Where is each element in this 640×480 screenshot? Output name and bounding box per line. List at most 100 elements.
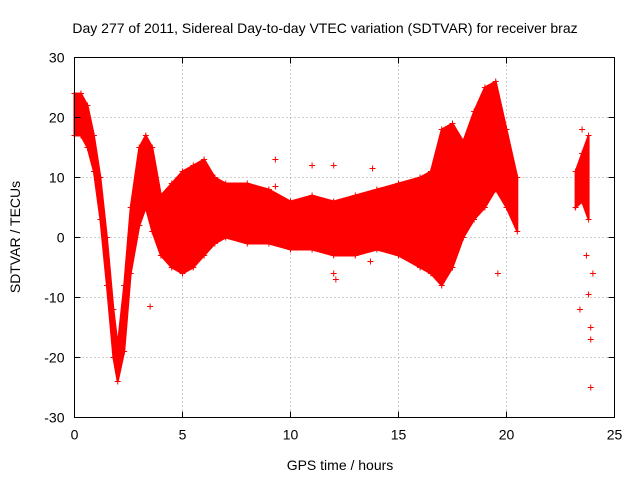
lower-envelope-point	[211, 240, 218, 247]
upper-envelope-point	[110, 306, 117, 313]
lower-envelope-point	[503, 204, 510, 211]
upper-envelope-point	[179, 168, 186, 175]
outlier-point	[587, 384, 594, 391]
upper-envelope-point	[136, 144, 143, 151]
upper-envelope-point	[309, 192, 316, 199]
lower-envelope-point	[579, 198, 586, 205]
lower-envelope-point	[492, 186, 499, 193]
upper-envelope-point	[265, 186, 272, 193]
upper-envelope-point	[417, 174, 424, 181]
lower-envelope-point	[190, 264, 197, 271]
y-tick-label: 0	[57, 230, 65, 246]
x-tick-label: 15	[391, 427, 407, 443]
lower-envelope-point	[309, 246, 316, 253]
upper-envelope-point	[481, 84, 488, 91]
outlier-point	[367, 258, 374, 265]
x-tick-label: 5	[179, 427, 187, 443]
upper-envelope-point	[114, 342, 121, 349]
upper-envelope-point	[168, 180, 175, 187]
y-axis-label: SDTVAR / TECUs	[7, 181, 23, 293]
lower-envelope-point	[373, 246, 380, 253]
upper-envelope-point	[471, 108, 478, 115]
lower-envelope-point	[395, 252, 402, 259]
lower-envelope-point	[352, 252, 359, 259]
upper-envelope-point	[127, 204, 134, 211]
upper-envelope-point	[330, 198, 337, 205]
upper-envelope-point	[190, 162, 197, 169]
y-tick-label: 20	[49, 110, 65, 126]
data-points	[71, 78, 596, 391]
upper-envelope-point	[427, 168, 434, 175]
lower-envelope-point	[427, 270, 434, 277]
lower-envelope-point	[157, 252, 164, 259]
outlier-point	[583, 252, 590, 259]
lower-envelope-point	[142, 204, 149, 211]
lower-envelope-point	[417, 264, 424, 271]
upper-envelope-point	[84, 102, 91, 109]
lower-envelope-point	[572, 204, 579, 211]
outlier-point	[330, 162, 337, 169]
upper-envelope-point	[201, 156, 208, 163]
lower-envelope-point	[127, 270, 134, 277]
lower-envelope-point	[110, 354, 117, 361]
outlier-point	[330, 270, 337, 277]
lower-envelope-point	[136, 222, 143, 229]
outlier-point	[579, 126, 586, 133]
lower-envelope-point	[168, 264, 175, 271]
lower-envelope-point	[222, 234, 229, 241]
outlier-point	[309, 162, 316, 169]
x-tick-label: 25	[607, 427, 623, 443]
lower-envelope-point	[90, 168, 97, 175]
upper-envelope-point	[373, 186, 380, 193]
lower-envelope-point	[438, 282, 445, 289]
lower-envelope-point	[449, 264, 456, 271]
upper-envelope-point	[287, 198, 294, 205]
outlier-point	[494, 270, 501, 277]
sdtvar-band-2	[574, 135, 590, 220]
x-tick-label: 0	[71, 427, 79, 443]
upper-envelope-point	[97, 174, 104, 181]
y-tick-label: -10	[44, 290, 64, 306]
upper-envelope-point	[121, 282, 128, 289]
outlier-point	[581, 162, 588, 169]
upper-envelope-point	[211, 174, 218, 181]
upper-envelope-point	[585, 132, 592, 139]
y-tick-label: -20	[44, 350, 64, 366]
upper-envelope-point	[438, 126, 445, 133]
outlier-point	[272, 156, 279, 163]
lower-envelope-point	[471, 216, 478, 223]
upper-envelope-point	[492, 78, 499, 85]
lower-envelope-point	[244, 240, 251, 247]
upper-envelope-point	[579, 150, 586, 157]
lower-envelope-point	[514, 228, 521, 235]
upper-envelope-point	[352, 192, 359, 199]
x-axis-label: GPS time / hours	[287, 457, 394, 473]
chart-title: Day 277 of 2011, Sidereal Day-to-day VTE…	[72, 20, 577, 36]
outlier-point	[576, 306, 583, 313]
sdtvar-band-1	[73, 79, 519, 382]
upper-envelope-point	[90, 132, 97, 139]
lower-envelope-point	[179, 270, 186, 277]
upper-envelope-point	[77, 90, 84, 97]
lower-envelope-point	[585, 216, 592, 223]
upper-envelope-point	[157, 192, 164, 199]
lower-envelope-point	[201, 252, 208, 259]
outlier-point	[332, 276, 339, 283]
outlier-point	[147, 303, 154, 310]
y-tick-label: 10	[49, 170, 65, 186]
x-tick-label: 20	[499, 427, 515, 443]
outlier-point	[272, 183, 279, 190]
x-tick-label: 10	[283, 427, 299, 443]
lower-envelope-point	[121, 348, 128, 355]
upper-envelope-point	[449, 120, 456, 127]
upper-envelope-point	[142, 132, 149, 139]
lower-envelope-point	[84, 144, 91, 151]
y-tick-label: -30	[44, 410, 64, 426]
upper-envelope-point	[460, 138, 467, 145]
upper-envelope-point	[572, 168, 579, 175]
upper-envelope-point	[244, 180, 251, 187]
outlier-point	[587, 336, 594, 343]
lower-envelope-point	[149, 228, 156, 235]
axis-ticks: 0 5 10 15 20 25 -30 -20 -10 0 10 20 30	[44, 50, 622, 443]
